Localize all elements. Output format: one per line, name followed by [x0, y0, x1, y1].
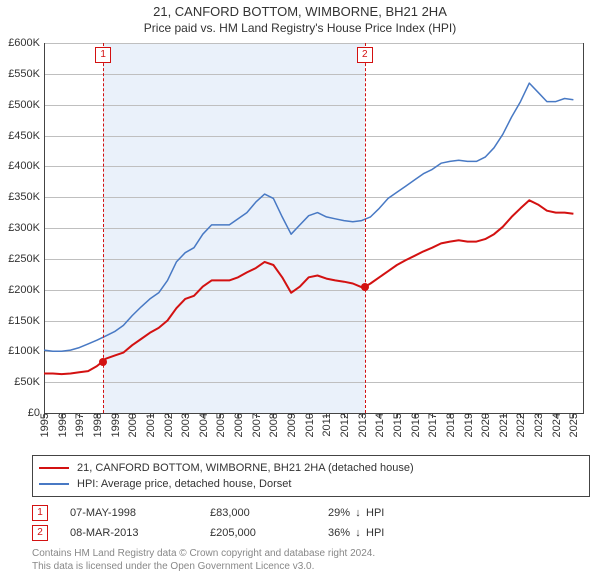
x-tick-label: 2013 [355, 413, 369, 437]
footer: Contains HM Land Registry data © Crown c… [32, 547, 590, 573]
x-tick-label: 1998 [90, 413, 104, 437]
legend-row: 21, CANFORD BOTTOM, WIMBORNE, BH21 2HA (… [39, 460, 583, 476]
footer-line1: Contains HM Land Registry data © Crown c… [32, 547, 590, 560]
legend-swatch [39, 483, 69, 485]
series-hpi [44, 83, 573, 351]
y-tick-label: £550K [8, 68, 40, 80]
title-subtitle: Price paid vs. HM Land Registry's House … [0, 21, 600, 35]
x-tick-label: 1995 [37, 413, 51, 437]
sale-vs: HPI [366, 507, 406, 519]
sale-vs: HPI [366, 527, 406, 539]
sale-price: £83,000 [210, 507, 310, 519]
x-tick-label: 2018 [443, 413, 457, 437]
sales-table: 1 07-MAY-1998£83,00029%↓HPI 2 08-MAR-2013£2… [32, 503, 590, 543]
x-tick-label: 2000 [125, 413, 139, 437]
sale-dot [99, 358, 107, 366]
y-tick-label: £600K [8, 37, 40, 49]
x-tick-label: 2021 [496, 413, 510, 437]
x-tick-label: 2008 [266, 413, 280, 437]
x-tick-label: 2020 [478, 413, 492, 437]
footer-line2: This data is licensed under the Open Gov… [32, 560, 590, 573]
title-address: 21, CANFORD BOTTOM, WIMBORNE, BH21 2HA [0, 4, 600, 19]
y-tick-label: £400K [8, 160, 40, 172]
x-tick-label: 2024 [549, 413, 563, 437]
sale-marker-box: 1 [95, 47, 111, 63]
x-tick-label: 2010 [302, 413, 316, 437]
sale-number-box: 1 [32, 505, 48, 521]
sale-price: £205,000 [210, 527, 310, 539]
x-tick-label: 2023 [531, 413, 545, 437]
y-tick-label: £300K [8, 222, 40, 234]
x-tick-label: 2003 [178, 413, 192, 437]
y-tick-label: £500K [8, 99, 40, 111]
x-tick-label: 2004 [196, 413, 210, 437]
x-tick-label: 1996 [55, 413, 69, 437]
sale-vline [365, 43, 366, 413]
sale-row: 2 08-MAR-2013£205,00036%↓HPI [32, 523, 590, 543]
x-tick-label: 2009 [284, 413, 298, 437]
x-tick-label: 2022 [513, 413, 527, 437]
x-tick-label: 2016 [408, 413, 422, 437]
x-tick-label: 2002 [161, 413, 175, 437]
x-tick-label: 1999 [108, 413, 122, 437]
x-tick-label: 2005 [213, 413, 227, 437]
sale-number-box: 2 [32, 525, 48, 541]
down-arrow-icon: ↓ [350, 507, 366, 519]
down-arrow-icon: ↓ [350, 527, 366, 539]
chart-container: 21, CANFORD BOTTOM, WIMBORNE, BH21 2HA P… [0, 0, 600, 573]
y-tick-label: £250K [8, 253, 40, 265]
x-tick-label: 2017 [425, 413, 439, 437]
x-tick-label: 2019 [461, 413, 475, 437]
legend-row: HPI: Average price, detached house, Dors… [39, 476, 583, 492]
sale-marker-box: 2 [357, 47, 373, 63]
y-tick-label: £450K [8, 130, 40, 142]
legend-swatch [39, 467, 69, 469]
x-tick-label: 2025 [566, 413, 580, 437]
legend-label: 21, CANFORD BOTTOM, WIMBORNE, BH21 2HA (… [77, 462, 414, 474]
plot-svg [44, 43, 584, 413]
sale-date: 07-MAY-1998 [70, 507, 210, 519]
legend: 21, CANFORD BOTTOM, WIMBORNE, BH21 2HA (… [32, 455, 590, 497]
y-tick-label: £100K [8, 345, 40, 357]
legend-label: HPI: Average price, detached house, Dors… [77, 478, 291, 490]
x-tick-label: 2014 [372, 413, 386, 437]
x-tick-label: 2007 [249, 413, 263, 437]
y-tick-label: £150K [8, 315, 40, 327]
y-tick-label: £350K [8, 191, 40, 203]
sale-row: 1 07-MAY-1998£83,00029%↓HPI [32, 503, 590, 523]
title-block: 21, CANFORD BOTTOM, WIMBORNE, BH21 2HA P… [0, 0, 600, 35]
x-tick-label: 2011 [319, 413, 333, 437]
x-tick-label: 2001 [143, 413, 157, 437]
y-tick-label: £50K [14, 376, 40, 388]
x-tick-label: 2006 [231, 413, 245, 437]
x-tick-label: 2015 [390, 413, 404, 437]
x-tick-label: 1997 [72, 413, 86, 437]
sale-pct: 36% [310, 527, 350, 539]
series-price_paid [44, 200, 573, 374]
x-tick-label: 2012 [337, 413, 351, 437]
sale-date: 08-MAR-2013 [70, 527, 210, 539]
sale-dot [361, 283, 369, 291]
sale-pct: 29% [310, 507, 350, 519]
y-tick-label: £200K [8, 284, 40, 296]
plot-area: £0£50K£100K£150K£200K£250K£300K£350K£400… [44, 43, 584, 413]
